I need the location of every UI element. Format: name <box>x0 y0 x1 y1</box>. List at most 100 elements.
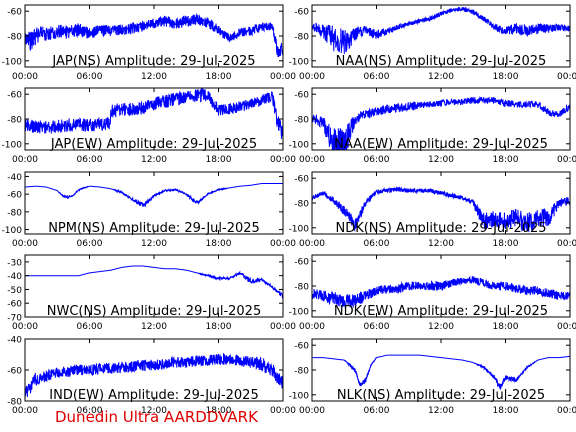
series-group <box>312 275 570 309</box>
y-tick-label: -80 <box>294 33 309 43</box>
panel-title: NPM(NS) Amplitude: 29-Jul-2025 <box>48 221 260 236</box>
x-tick-label: 06:00 <box>364 239 390 249</box>
y-tick-label: -40 <box>7 272 22 282</box>
series-group <box>25 88 283 141</box>
series-line <box>312 275 570 309</box>
x-tick-label: 12:00 <box>141 155 167 165</box>
x-tick-label: 06:00 <box>364 406 390 416</box>
y-tick-label: -60 <box>7 91 22 101</box>
x-tick-label: 00:00 <box>12 322 38 332</box>
panel-title: NLK(NS) Amplitude: 29-Jul-2025 <box>337 388 545 403</box>
x-tick-label: 00:00 <box>557 322 576 332</box>
x-tick-label: 06:00 <box>364 72 390 82</box>
y-tick-label: -100 <box>2 140 23 150</box>
chart-panel: -60 -80 -100 00:00 06:00 12:00 18:00 00:00 NDK(N… <box>289 171 576 249</box>
chart-panel: -60 -80 -100 00:00 06:00 12:00 18:00 00:00 NAA(E… <box>289 87 576 165</box>
x-tick-label: 18:00 <box>206 155 232 165</box>
x-tick-label: 00:00 <box>299 406 325 416</box>
x-tick-label: 00:00 <box>557 72 576 82</box>
y-tick-label: -60 <box>7 8 22 18</box>
x-tick-label: 06:00 <box>364 155 390 165</box>
y-tick-label: -60 <box>7 300 22 310</box>
series-group <box>312 6 570 55</box>
x-tick-label: 00:00 <box>12 406 38 416</box>
y-tick-label: -60 <box>294 175 309 185</box>
chart-panel: -60 -80 -100 00:00 06:00 12:00 18:00 00:00 JAP(E… <box>2 87 296 165</box>
y-tick-label: -100 <box>289 57 310 67</box>
series-line <box>312 96 570 150</box>
x-tick-label: 06:00 <box>77 406 103 416</box>
x-tick-label: 00:00 <box>270 155 296 165</box>
y-tick-label: -80 <box>7 398 22 408</box>
x-tick-label: 00:00 <box>557 155 576 165</box>
x-tick-label: 06:00 <box>77 322 103 332</box>
x-tick-label: 18:00 <box>493 72 519 82</box>
y-tick-label: -60 <box>7 191 22 201</box>
y-tick-label: -60 <box>294 91 309 101</box>
x-tick-label: 12:00 <box>428 72 454 82</box>
series-group <box>312 96 570 150</box>
footer-label: Dunedin Ultra AARDDVARK <box>55 408 258 426</box>
series-line <box>312 6 570 55</box>
y-tick-label: -70 <box>7 314 22 324</box>
x-tick-label: 00:00 <box>557 239 576 249</box>
series-group <box>25 13 283 58</box>
x-tick-label: 06:00 <box>77 239 103 249</box>
series-line <box>25 13 283 58</box>
series-line <box>25 352 283 400</box>
chart-panel: -60 -80 -100 00:00 06:00 12:00 18:00 00:00 JAP(N… <box>2 4 296 82</box>
y-tick-label: -80 <box>7 116 22 126</box>
y-tick-label: -100 <box>289 140 310 150</box>
y-tick-label: -80 <box>7 208 22 218</box>
series-line <box>312 354 570 391</box>
x-tick-label: 18:00 <box>206 406 232 416</box>
panel-title: JAP(EW) Amplitude: 29-Jul-2025 <box>50 137 257 152</box>
y-tick-label: -80 <box>294 283 309 293</box>
x-tick-label: 12:00 <box>141 406 167 416</box>
x-tick-label: 00:00 <box>12 155 38 165</box>
x-tick-label: 18:00 <box>493 239 519 249</box>
x-tick-label: 06:00 <box>77 155 103 165</box>
series-group <box>25 352 283 400</box>
chart-panel: -60 -80 -100 00:00 06:00 12:00 18:00 00:00 NAA(N… <box>289 4 576 82</box>
y-tick-label: -60 <box>7 367 22 377</box>
x-tick-label: 12:00 <box>428 322 454 332</box>
series-group <box>25 183 283 208</box>
panel-title: NAA(NS) Amplitude: 29-Jul-2025 <box>336 54 547 69</box>
y-tick-label: -60 <box>294 342 309 352</box>
series-group <box>312 354 570 391</box>
series-line <box>312 186 570 233</box>
x-tick-label: 18:00 <box>493 155 519 165</box>
x-tick-label: 12:00 <box>428 155 454 165</box>
x-tick-label: 12:00 <box>141 322 167 332</box>
y-tick-label: -40 <box>7 336 22 346</box>
x-tick-label: 00:00 <box>270 406 296 416</box>
x-tick-label: 00:00 <box>12 72 38 82</box>
x-tick-label: 00:00 <box>12 239 38 249</box>
y-tick-label: -60 <box>294 258 309 268</box>
series-line <box>25 183 283 208</box>
y-tick-label: -100 <box>289 391 310 401</box>
chart-panel: -60 -80 -100 00:00 06:00 12:00 18:00 00:00 NDK(E… <box>289 254 576 332</box>
x-tick-label: 12:00 <box>428 239 454 249</box>
x-tick-label: 00:00 <box>299 72 325 82</box>
x-tick-label: 00:00 <box>270 322 296 332</box>
y-tick-label: -100 <box>2 57 23 67</box>
x-tick-label: 00:00 <box>299 322 325 332</box>
y-tick-label: -80 <box>7 33 22 43</box>
y-tick-label: -100 <box>2 226 23 236</box>
panel-title: NAA(EW) Amplitude: 29-Jul-2025 <box>334 137 548 152</box>
x-tick-label: 00:00 <box>557 406 576 416</box>
x-tick-label: 18:00 <box>206 322 232 332</box>
y-tick-label: -80 <box>294 116 309 126</box>
x-tick-label: 12:00 <box>428 406 454 416</box>
x-tick-label: 12:00 <box>141 72 167 82</box>
y-tick-label: -80 <box>294 200 309 210</box>
y-tick-label: -50 <box>7 286 22 296</box>
chart-panel: -60 -80 -100 00:00 06:00 12:00 18:00 00:00 NLK(N… <box>289 338 576 416</box>
x-tick-label: 18:00 <box>206 72 232 82</box>
panel-title: IND(EW) Amplitude: 29-Jul-2025 <box>49 388 258 403</box>
chart-panel: -40 -60 -80 -100 00:00 06:00 12:00 18:00 00:00 NP… <box>2 171 296 249</box>
